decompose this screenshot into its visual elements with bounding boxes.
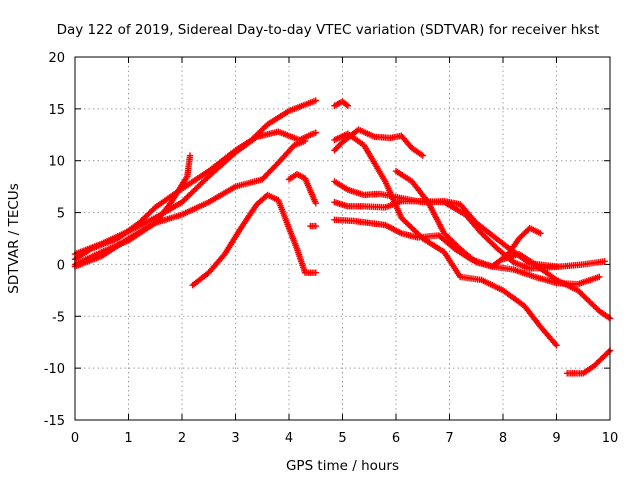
series-arc-o: [499, 250, 614, 322]
x-tick-label: 10: [602, 431, 619, 446]
y-axis-label: SDTVAR / TECUs: [6, 183, 22, 293]
x-tick-label: 7: [445, 431, 453, 446]
x-tick-label: 1: [124, 431, 132, 446]
x-tick-label: 4: [285, 431, 293, 446]
data-point: [344, 102, 352, 109]
data-point: [312, 200, 319, 207]
series-arc-f: [285, 170, 319, 207]
x-tick-label: 9: [552, 431, 560, 446]
data-point: [601, 258, 608, 265]
series-arc-e: [189, 191, 319, 289]
series-arc-d: [71, 137, 309, 270]
data-point: [553, 342, 560, 349]
y-tick-label: -5: [52, 310, 65, 325]
data-point: [312, 97, 319, 104]
data-point: [419, 152, 426, 159]
data-point: [186, 152, 194, 159]
data-point: [343, 101, 350, 108]
data-point: [596, 273, 603, 281]
data-point: [301, 137, 309, 145]
x-tick-label: 0: [71, 431, 79, 446]
y-tick-label: 5: [57, 207, 65, 222]
x-tick-label: 8: [499, 431, 507, 446]
x-tick-label: 5: [338, 431, 346, 446]
y-tick-label: 0: [57, 258, 65, 273]
data-point: [537, 230, 544, 237]
chart-title: Day 122 of 2019, Sidereal Day-to-day VTE…: [57, 22, 600, 38]
data-point: [312, 222, 319, 230]
y-tick-label: -15: [44, 414, 65, 429]
series-arc-g: [307, 222, 319, 230]
series-arc-b: [71, 128, 319, 258]
series-arc-h: [331, 98, 352, 109]
data-point: [605, 348, 612, 356]
plot-area: [71, 97, 614, 377]
series-arc-p: [564, 347, 614, 377]
x-tick-label: 3: [231, 431, 239, 446]
series-arc-j: [331, 130, 560, 349]
axis-ticks: 0 1 2 3 4 5 6 7 8 9 10 -15 -10 -5 0 5 10 15 20: [44, 51, 619, 446]
y-tick-label: -10: [44, 362, 65, 377]
data-point: [312, 269, 319, 276]
data-point: [312, 129, 319, 136]
grid: [75, 57, 610, 420]
x-tick-label: 2: [178, 431, 186, 446]
plot-frame: [74, 56, 611, 421]
series-arc-n: [392, 167, 544, 270]
series-arc-i: [331, 126, 426, 159]
x-tick-label: 6: [392, 431, 400, 446]
y-tick-label: 20: [48, 51, 65, 66]
y-tick-label: 15: [48, 103, 65, 118]
y-tick-label: 10: [48, 155, 65, 170]
x-axis-label: GPS time / hours: [286, 458, 399, 474]
